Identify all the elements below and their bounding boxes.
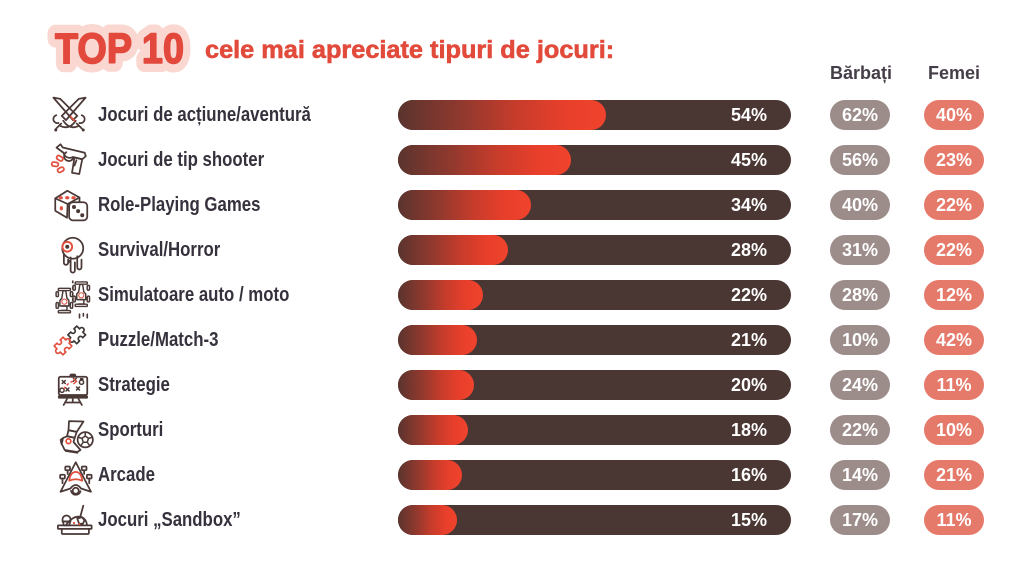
svg-text:TOP 10: TOP 10 <box>55 25 184 73</box>
svg-text:TOP 10: TOP 10 <box>55 25 184 73</box>
